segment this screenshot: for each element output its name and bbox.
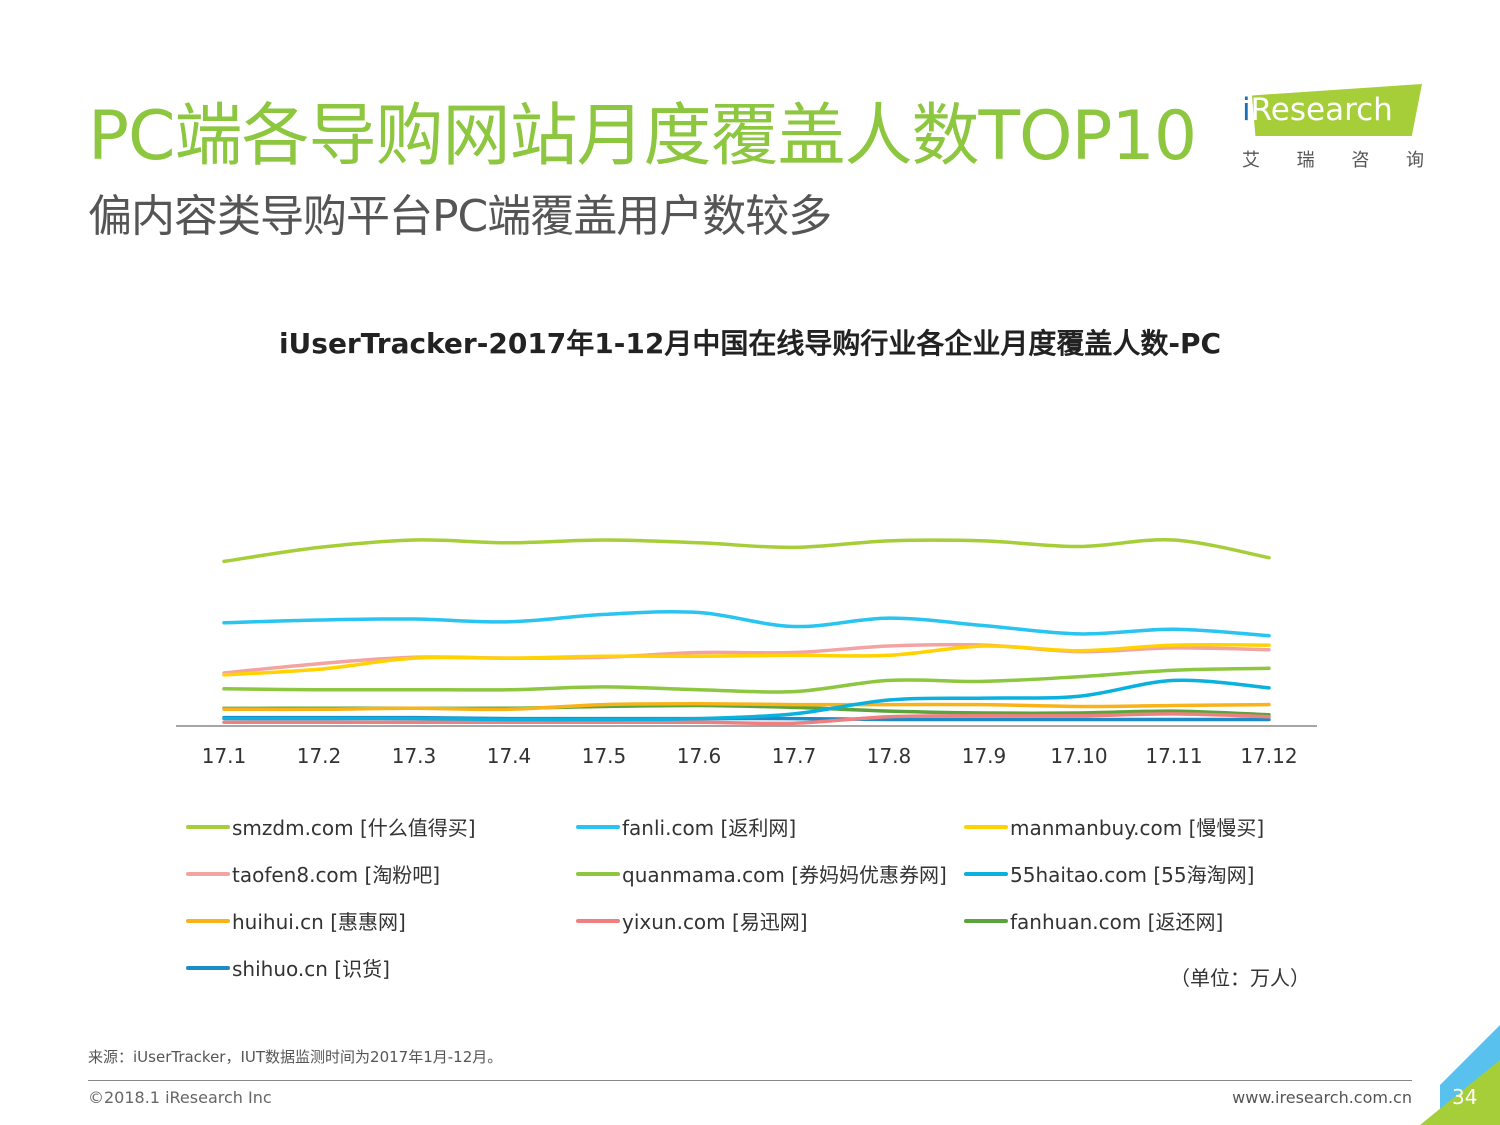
x-tick-label: 17.8 [867,744,912,768]
footer-divider [88,1080,1412,1081]
legend-label: manmanbuy.com [慢慢买] [1010,816,1265,840]
legend-item: taofen8.com [淘粉吧] [186,859,440,888]
legend-swatch [186,824,230,829]
legend-swatch [576,871,620,876]
x-tick-label: 17.12 [1240,744,1297,768]
legend-item: fanhuan.com [返还网] [964,906,1223,935]
copyright: ©2018.1 iResearch Inc [88,1088,272,1107]
page-subtitle: 偏内容类导购平台PC端覆盖用户数较多 [88,191,832,242]
website-link[interactable]: www.iresearch.com.cn [1232,1088,1412,1107]
x-tick-label: 17.2 [297,744,342,768]
series-line [222,537,1271,564]
legend-label: smzdm.com [什么值得买] [232,816,476,840]
legend-swatch [964,871,1008,876]
legend-label: fanhuan.com [返还网] [1010,910,1224,934]
series-line [222,666,1271,694]
unit-label: （单位：万人） [1170,966,1310,990]
legend-swatch [964,918,1008,923]
legend-swatch [186,965,230,970]
logo-cn-text: 艾瑞咨询 [1242,150,1424,171]
legend-item: 55haitao.com [55海淘网] [964,859,1254,888]
legend-label: 55haitao.com [55海淘网] [1010,863,1255,887]
line-chart: 17.1 17.2 17.3 17.4 17.5 17.6 17.7 17.8 17.9 17.1… [176,537,1317,768]
x-tick-label: 17.9 [962,744,1007,768]
legend-label: huihui.cn [惠惠网] [232,910,406,934]
x-tick-label: 17.6 [677,744,722,768]
legend-swatch [186,871,230,876]
x-tick-label: 17.10 [1050,744,1107,768]
legend-item: smzdm.com [什么值得买] [186,812,476,841]
legend-label: shihuo.cn [识货] [232,957,390,981]
series-line [222,642,1271,677]
legend-item: huihui.cn [惠惠网] [186,906,406,935]
legend-label: yixun.com [易迅网] [622,910,808,934]
x-tick-label: 17.11 [1145,744,1202,768]
chart-title: iUserTracker-2017年1-12月中国在线导购行业各企业月度覆盖人数… [278,327,1222,360]
legend-item: quanmama.com [券妈妈优惠券网] [576,859,947,888]
series-line [222,701,1271,712]
x-tick-label: 17.1 [202,744,247,768]
page-title: PC端各导购网站月度覆盖人数TOP10 [88,97,1197,176]
series-line [222,609,1271,638]
legend-label: fanli.com [返利网] [622,816,797,840]
legend-label: quanmama.com [券妈妈优惠券网] [622,863,947,887]
x-tick-label: 17.5 [582,744,627,768]
x-tick-label: 17.7 [772,744,817,768]
legend-item: fanli.com [返利网] [576,812,796,841]
legend-item: yixun.com [易迅网] [576,906,808,935]
legend-label: taofen8.com [淘粉吧] [232,863,441,887]
legend-swatch [964,824,1008,829]
page-number: 34 [1452,1085,1478,1109]
legend-item: manmanbuy.com [慢慢买] [964,812,1264,841]
source-note: 来源：iUserTracker，IUT数据监测时间为2017年1月-12月。 [88,1048,503,1066]
series-line [222,712,1271,726]
legend-swatch [576,918,620,923]
x-tick-label: 17.3 [392,744,437,768]
legend-swatch [186,918,230,923]
legend-swatch [576,824,620,829]
iresearch-logo: iResearch 艾瑞咨询 [1238,80,1428,175]
series-line [222,678,1271,722]
logo-wordmark: iResearch [1242,92,1393,128]
x-tick-label: 17.4 [487,744,532,768]
legend-item: shihuo.cn [识货] [186,953,390,982]
